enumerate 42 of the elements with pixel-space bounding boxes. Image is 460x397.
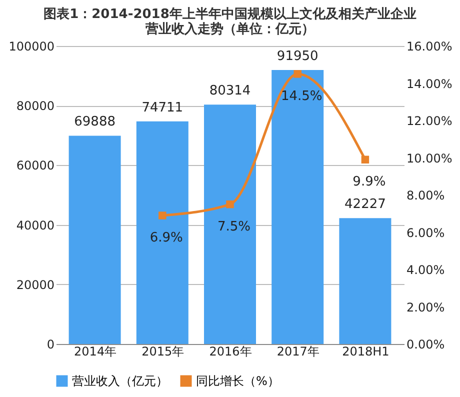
y2-tick-label: 16.00% [406,40,452,54]
bar [272,70,324,344]
x-tick-label: 2017年 [276,344,320,358]
x-tick-label: 2016年 [209,344,252,358]
x-tick-label: 2015年 [142,344,184,358]
legend-label: 营业收入（亿元） [72,374,168,388]
data-label: 6.9% [150,230,183,246]
y2-tick-label: 0.00% [406,338,445,352]
y-tick-label: 20000 [16,278,54,292]
bar [136,121,188,344]
text: 图表1：2014-2018年上半年中国规模以上文化及相关产业企业 [44,7,416,22]
point [361,156,370,164]
y2-tick-label: 2.00% [406,300,445,314]
data-label: 80314 [209,84,251,99]
point [226,200,234,208]
data-label: 9.9% [352,174,386,190]
point [158,212,166,220]
y-tick-label: 60000 [16,158,54,173]
y2-tick-label: 14.00% [406,76,452,91]
y-tick-label: 80000 [16,99,54,114]
point [294,70,302,78]
y2-tick-label: 10.00% [406,151,452,166]
data-label: 14.5% [280,88,322,104]
y2-tick-label: 4.00% [406,263,445,277]
y-tick-label: 100000 [8,40,54,54]
data-label: 42227 [344,197,386,212]
data-label: 91950 [276,48,318,64]
y2-tick-label: 6.00% [406,226,445,240]
y2-tick-label: 8.00% [406,188,445,202]
data-label: 74711 [142,100,184,116]
x-tick-label: 2018H1 [342,344,390,358]
data-label: 7.5% [217,219,251,234]
y-tick-label: 40000 [16,218,54,232]
bar [339,218,392,344]
x-tick-label: 2014年 [74,344,117,358]
bar [68,136,121,344]
y-tick-label: 0 [46,338,54,352]
text: 营业收入走势（单位：亿元） [146,22,314,37]
data-label: 69888 [74,114,116,130]
legend-label: 同比增长（%） [196,374,280,388]
y2-tick-label: 12.00% [406,114,452,128]
bar [204,104,256,344]
